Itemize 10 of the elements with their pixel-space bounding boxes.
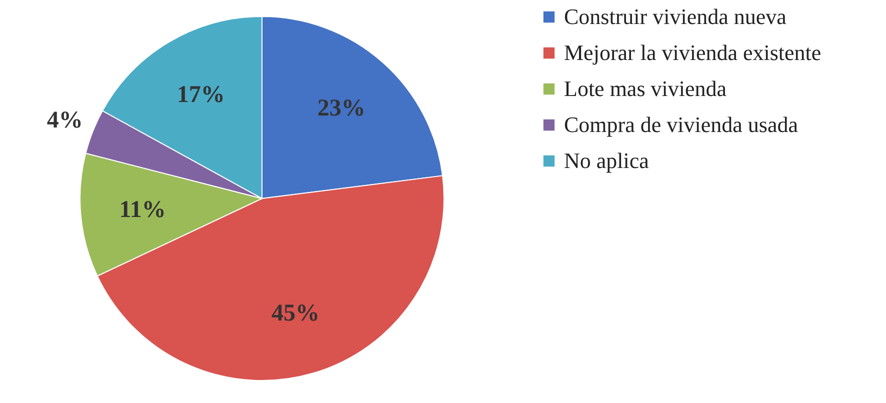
legend-label: Compra de vivienda usada [564,112,798,137]
legend-label: Construir vivienda nueva [564,4,787,29]
data-label: 23% [317,95,366,122]
data-label: 11% [119,196,166,223]
data-label: 17% [176,82,225,108]
data-label: 45% [271,300,320,327]
legend-label: Lote mas vivienda [564,76,727,101]
legend-label: Mejorar la vivienda existente [564,40,822,65]
legend-label: No aplica [564,148,650,173]
data-label: 4% [46,107,83,134]
